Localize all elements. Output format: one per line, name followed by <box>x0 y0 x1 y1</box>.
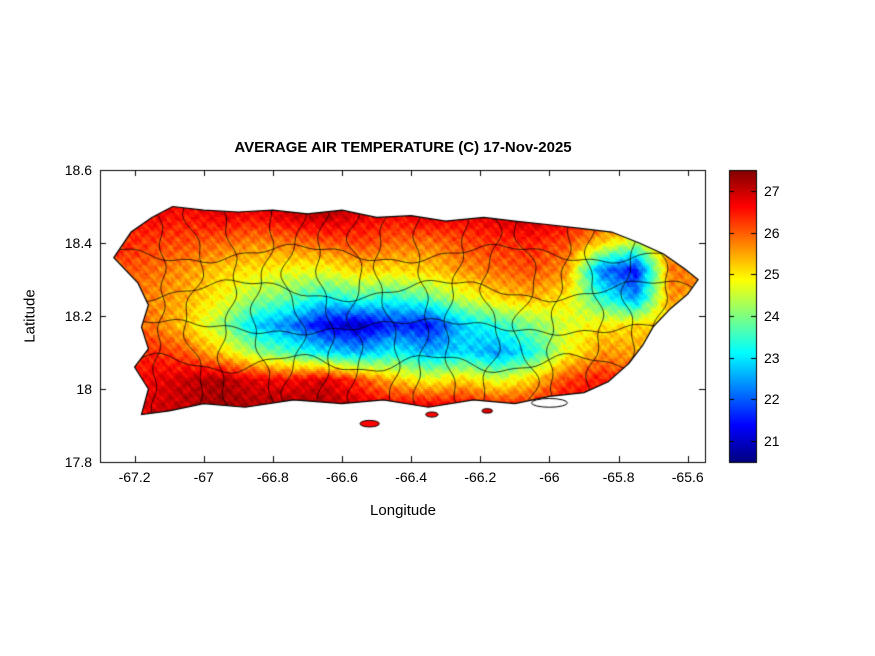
x-axis-label: Longitude <box>370 502 436 519</box>
colorbar-tick-label: 27 <box>764 182 780 199</box>
x-tick-label: -66.8 <box>256 469 289 485</box>
x-tick-label: -66 <box>539 469 560 485</box>
chart-title: AVERAGE AIR TEMPERATURE (C) 17-Nov-2025 <box>234 139 572 156</box>
x-tick-label: -67.2 <box>118 469 151 485</box>
colorbar-tick-label: 21 <box>764 433 780 450</box>
x-tick-label: -65.6 <box>671 469 704 485</box>
y-tick-label: 17.8 <box>64 454 92 470</box>
y-tick-label: 18.4 <box>64 235 92 251</box>
x-tick-label: -66.2 <box>464 469 497 485</box>
colorbar-tick-label: 22 <box>764 391 780 408</box>
x-tick-label: -66.6 <box>326 469 358 485</box>
x-tick-label: -67 <box>193 469 214 485</box>
colorbar-tick-label: 26 <box>764 224 780 241</box>
colorbar-tick-label: 24 <box>764 308 780 324</box>
y-tick-label: 18.2 <box>64 308 92 324</box>
colorbar-tick-label: 23 <box>764 349 780 366</box>
x-tick-label: -66.4 <box>395 469 428 485</box>
colorbar-tick-label: 25 <box>764 266 780 283</box>
y-tick-label: 18.6 <box>64 162 92 178</box>
y-tick-label: 18 <box>76 381 92 397</box>
x-tick-label: -65.8 <box>602 469 635 485</box>
